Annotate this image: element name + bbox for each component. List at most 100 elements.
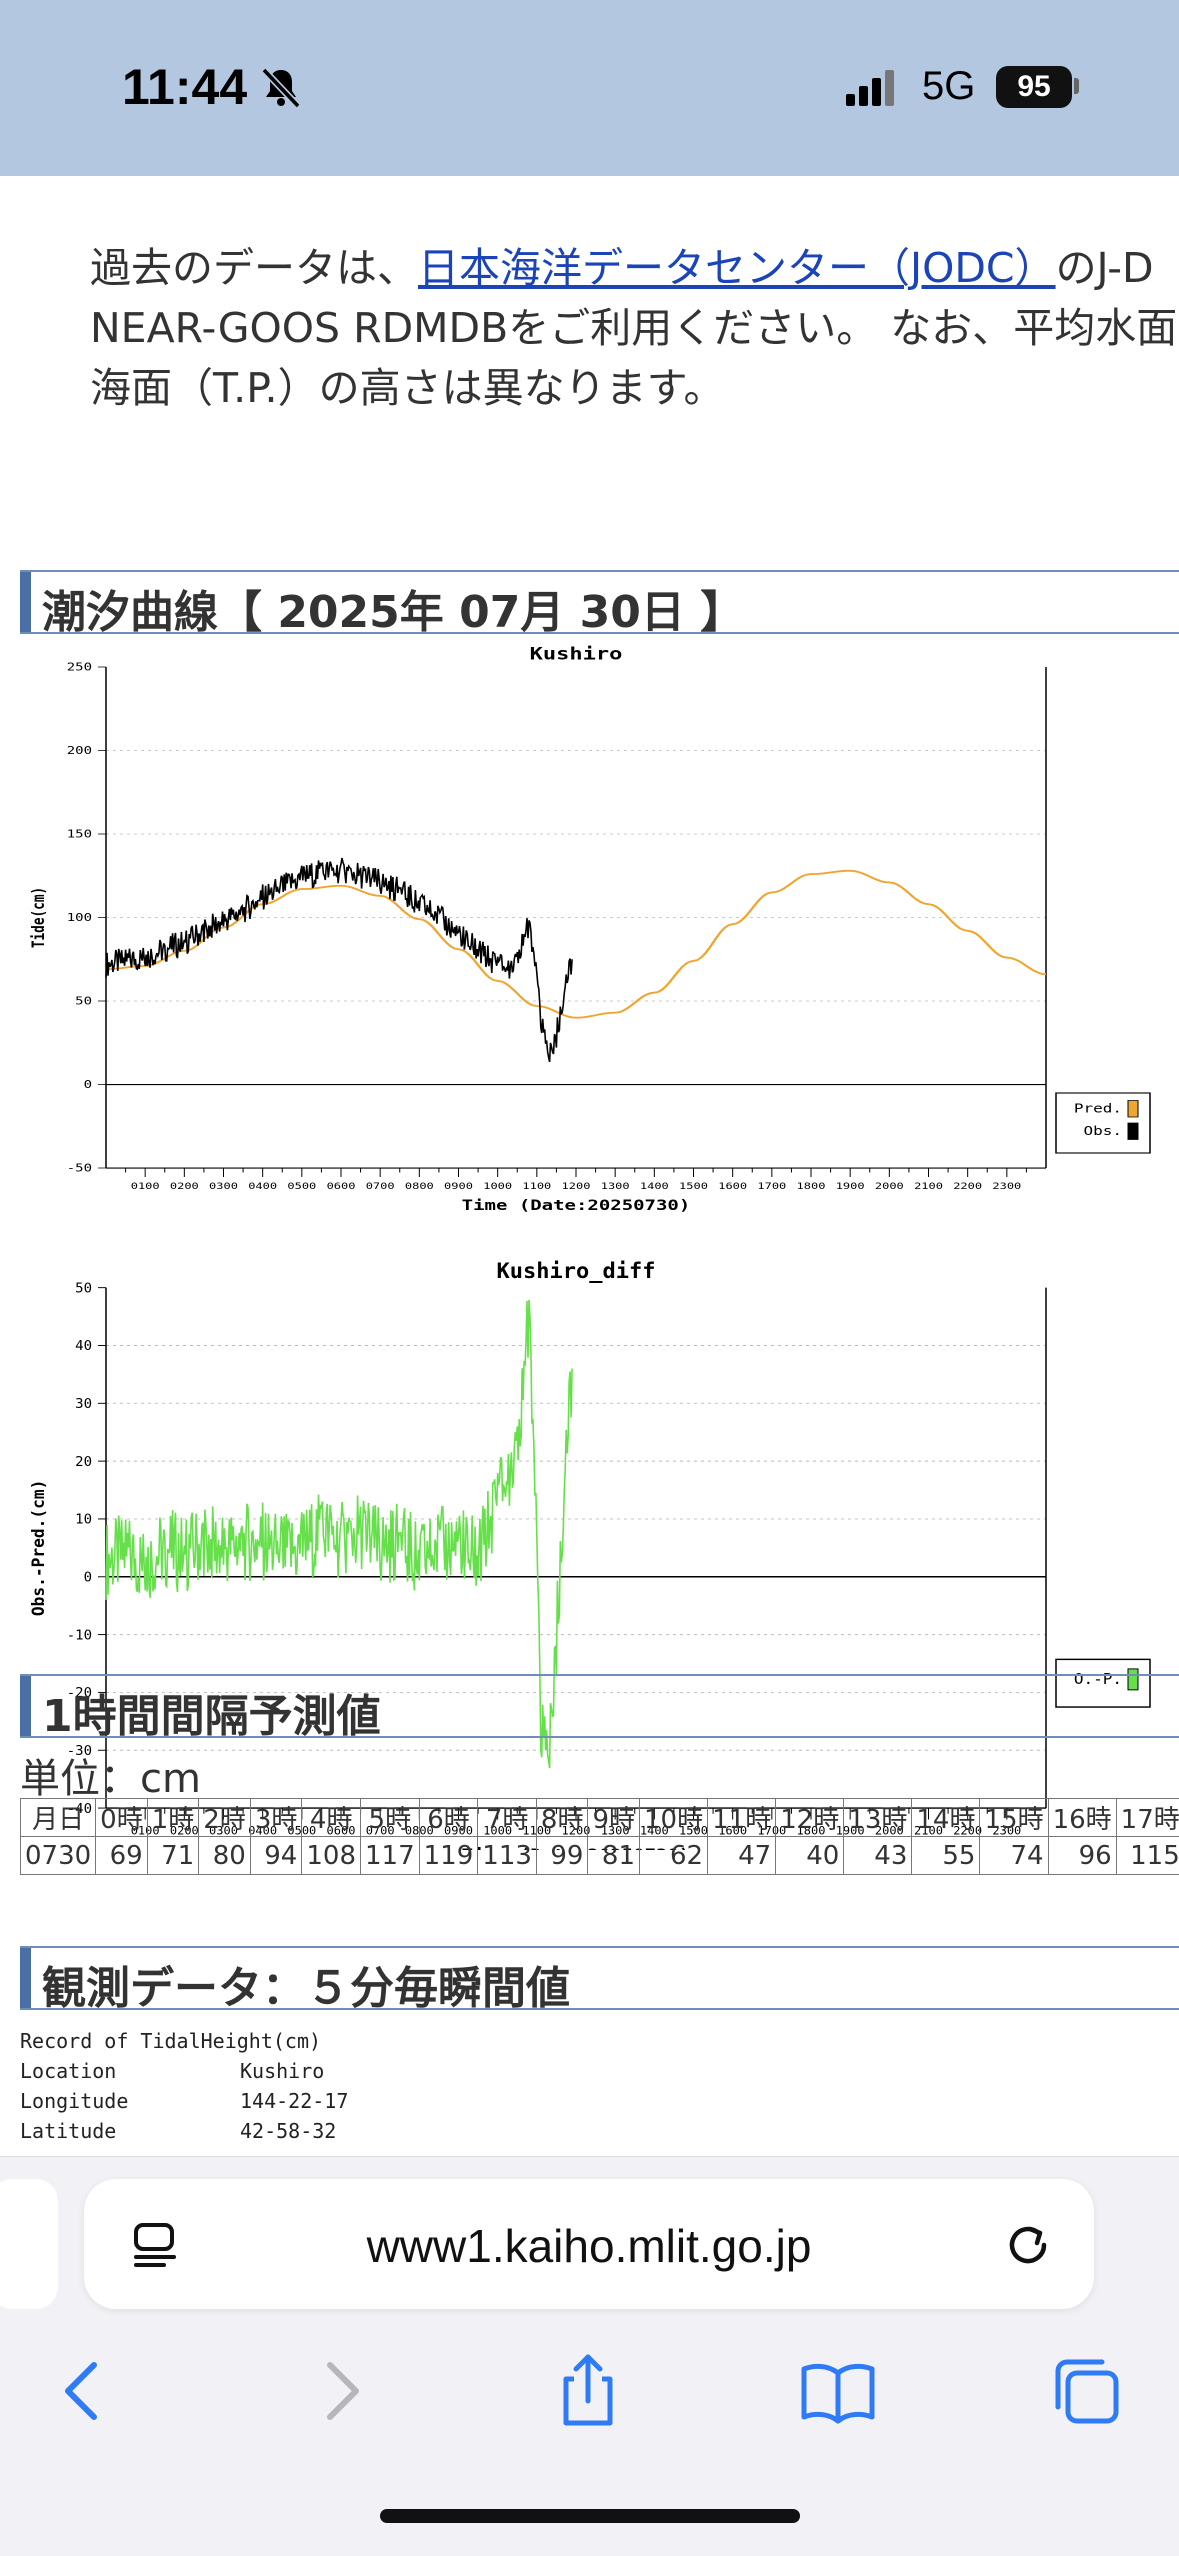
y-tick-label: 50 [75,1281,92,1297]
chart-title: Kushiro [530,644,623,664]
y-tick-label: 10 [75,1512,92,1528]
previous-tab-peek[interactable] [0,2179,58,2309]
bookmarks-icon[interactable] [798,2351,878,2431]
table-header-cell: 7時 [477,1798,537,1837]
share-icon[interactable] [548,2351,628,2431]
home-indicator [380,2509,800,2523]
reload-icon[interactable] [1000,2217,1056,2273]
legend-swatch [1127,1668,1139,1691]
table-header-cell: 3時 [249,1798,303,1837]
intro-paragraph: 過去のデータは、日本海洋データセンター（JODC）のJ-D NEAR-GOOS … [90,238,1177,418]
intro-line-3: 海面（T.P.）の高さは異なります。 [90,364,725,412]
table-cell: 113 [477,1836,537,1875]
table-header-cell: 0時 [95,1798,148,1837]
back-icon[interactable] [46,2351,126,2431]
x-tick-label: 0600 [327,1181,356,1191]
x-tick-label: 0800 [405,1181,434,1191]
intro-line-1: 過去のデータは、日本海洋データセンター（JODC）のJ-D [90,244,1154,292]
x-tick-label: 0400 [248,1181,277,1191]
table-cell: 108 [301,1836,361,1875]
record-row: Location Kushiro [20,2056,348,2086]
battery-tip [1074,78,1079,94]
y-tick-label: 20 [75,1454,92,1470]
table-cell: 115 [1115,1836,1179,1875]
table-cell: 80 [198,1836,251,1875]
x-tick-label: 1500 [679,1181,708,1191]
status-bar: 11:44 5G 95 [0,0,1179,176]
table-cell: 47 [707,1836,777,1875]
page-menu-icon[interactable] [130,2219,180,2269]
table-header-cell: 4時 [301,1798,361,1837]
table-cell: 94 [249,1836,303,1875]
table-header-cell: 6時 [418,1798,479,1837]
table-header-cell: 15時 [979,1798,1049,1837]
hourly-heading: 1時間間隔予測値 [20,1674,1179,1742]
x-tick-label: 0500 [287,1181,316,1191]
x-tick-label: 2000 [875,1181,904,1191]
table-cell: 74 [979,1836,1049,1875]
table-header-cell: 1時 [146,1798,200,1837]
y-tick-label: -20 [67,1685,92,1701]
y-axis-label: Obs.-Pred.(cm) [29,1480,48,1616]
x-tick-label: 1300 [601,1181,630,1191]
jodc-link[interactable]: 日本海洋データセンター（JODC） [418,244,1056,292]
y-tick-label: 0 [84,1570,92,1586]
tide-chart: Kushiro Tide(cm) Time (Date:20250730) 250 20… [18,634,1168,1238]
table-header-cell: 13時 [843,1798,913,1837]
table-header-cell: 11時 [707,1798,777,1837]
series-line-pred [105,869,1047,1019]
tabs-icon[interactable] [1046,2351,1126,2431]
x-tick-label: 2200 [953,1181,982,1191]
address-bar[interactable]: www1.kaiho.mlit.go.jp [84,2179,1094,2309]
table-cell: 40 [775,1836,845,1875]
table-header-cell: 10時 [639,1798,709,1837]
series-line-obs [105,857,573,1063]
y-tick-label: 40 [75,1339,92,1355]
table-header-cell: 2時 [198,1798,251,1837]
tide-chart-svg: Kushiro Tide(cm) Time (Date:20250730) 250 20… [28,644,1151,1213]
x-tick-label: 2300 [992,1181,1021,1191]
web-content: 過去のデータは、日本海洋データセンター（JODC）のJ-D NEAR-GOOS … [0,176,1179,2156]
x-tick-label: 0300 [209,1181,238,1191]
y-tick-label: 0 [84,1079,92,1091]
record-value: 42-58-32 [240,2119,337,2143]
forward-icon[interactable] [298,2351,378,2431]
table-cell: 71 [146,1836,200,1875]
table-cell: 119 [418,1836,479,1875]
observation-heading: 観測データ：５分毎瞬間値 [20,1946,1179,2014]
network-label: 5G [922,64,976,108]
x-tick-label: 1400 [640,1181,669,1191]
table-header-cell: 月日 [19,1798,97,1837]
legend-swatch [1127,1122,1139,1140]
x-tick-label: 1800 [797,1181,826,1191]
x-tick-label: 2100 [914,1181,943,1191]
table-header-cell: 9時 [587,1798,641,1837]
table-header-cell: 14時 [911,1798,981,1837]
table-cell: 62 [639,1836,709,1875]
y-tick-label: 250 [67,661,92,673]
url-text[interactable]: www1.kaiho.mlit.go.jp [366,2220,812,2272]
x-tick-label: 0200 [170,1181,199,1191]
table-cell: 69 [95,1836,148,1875]
legend-swatch [1127,1100,1139,1118]
status-time: 11:44 [122,59,248,115]
table-header-cell: 16時 [1047,1798,1117,1837]
observation-records: Record of TidalHeight(cm) Location Kushiro… [20,2026,348,2146]
y-tick-label: 150 [67,828,92,840]
record-row: Longitude 144-22-17 [20,2086,348,2116]
table-header-row: 月日 0時 1時 2時 3時 4時 5時 6時 7時 8時 9時 10時 11時 12時 13時 14時 15時… [19,1798,1179,1837]
battery-icon: 95 [996,66,1072,108]
table-cell: 55 [911,1836,981,1875]
legend-label: Obs. [1083,1125,1122,1139]
y-tick-label: 100 [67,912,92,924]
series-line-op [105,1299,573,1769]
x-tick-label: 0900 [444,1181,473,1191]
table-cell: 81 [587,1836,641,1875]
tide-curve-heading: 潮汐曲線【 2025年 07月 30日 】 [20,570,1179,638]
table-cell: 0730 [19,1836,97,1875]
signal-icon [846,70,894,106]
y-tick-label: 50 [75,995,92,1007]
record-value: Kushiro [240,2059,325,2083]
x-tick-label: 1600 [718,1181,747,1191]
x-tick-label: 1100 [522,1181,551,1191]
